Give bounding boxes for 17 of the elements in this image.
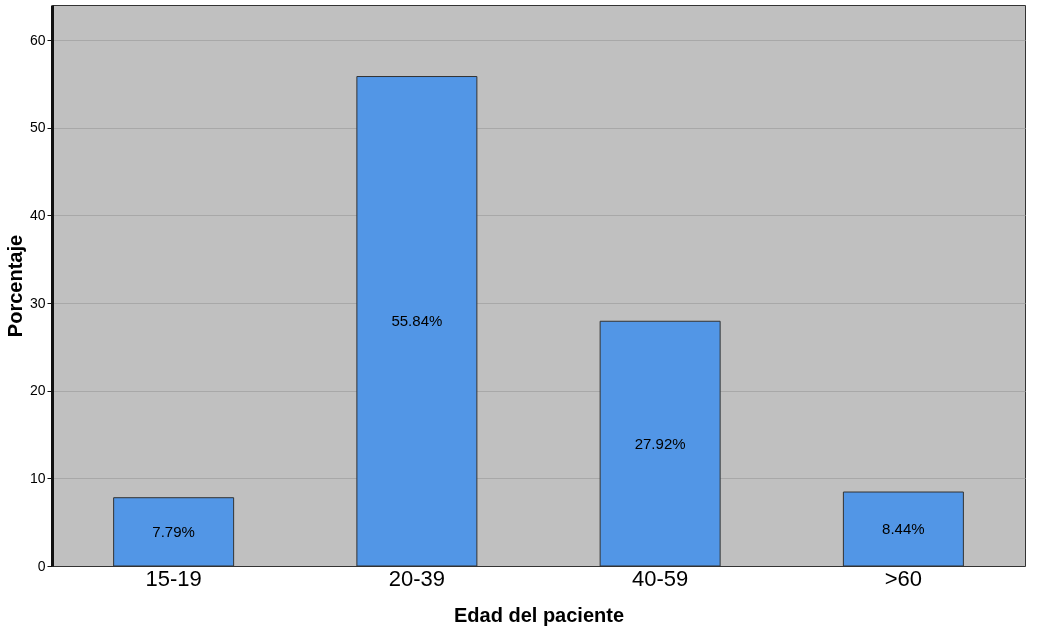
x-axis-title: Edad del paciente [453, 603, 625, 626]
data-label: 55.84% [391, 312, 443, 330]
x-tick-label: 20-39 [388, 565, 446, 591]
x-tick-label: 40-59 [631, 565, 689, 591]
data-label: 27.92% [634, 434, 686, 452]
y-axis-title: Porcentaje [3, 234, 26, 338]
y-tick-label: 10 [29, 469, 46, 486]
data-label: 8.44% [882, 520, 925, 538]
y-tick-label: 30 [29, 294, 46, 311]
x-tick-label: >60 [884, 565, 923, 591]
y-tick-label: 40 [29, 206, 46, 223]
x-tick-label: 15-19 [145, 565, 202, 591]
y-tick-label: 0 [37, 557, 46, 574]
y-tick-label: 20 [29, 382, 46, 399]
y-tick-label: 60 [29, 31, 46, 48]
data-label: 7.79% [152, 522, 195, 540]
y-tick-label: 50 [29, 119, 46, 136]
